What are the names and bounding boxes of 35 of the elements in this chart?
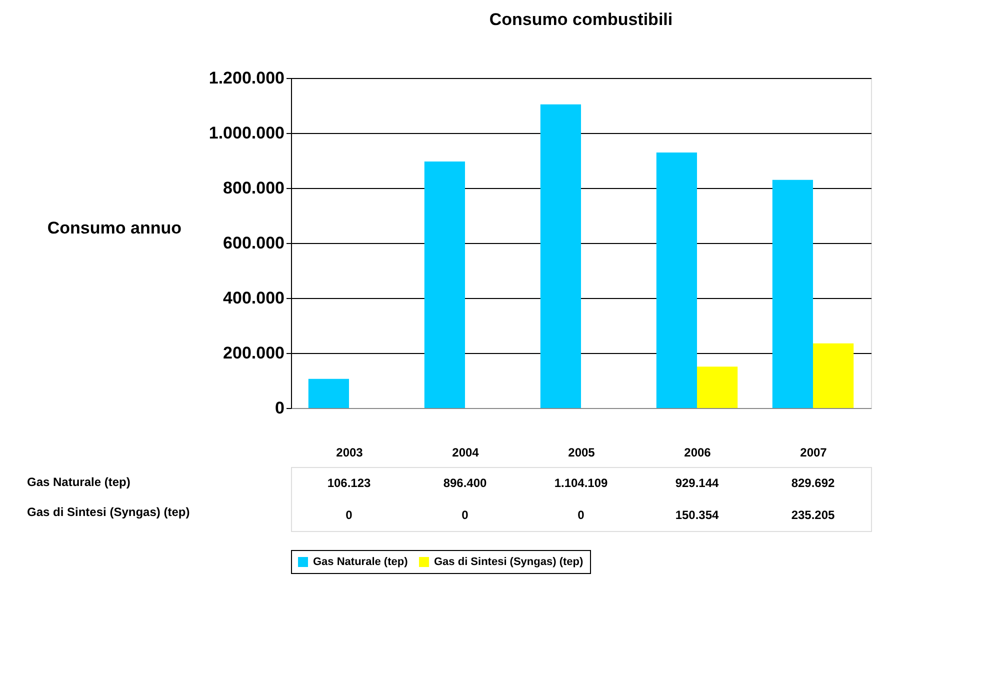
data-label: 0	[578, 508, 585, 522]
bar	[697, 366, 738, 408]
data-label: 1.104.109	[554, 476, 608, 490]
x-tick-label: 2004	[452, 446, 480, 460]
bar	[540, 104, 581, 408]
y-tick-label: 600.000	[223, 234, 284, 252]
data-label: 106.123	[327, 476, 372, 490]
bar	[308, 378, 349, 408]
y-tick-label: 1.000.000	[208, 124, 284, 142]
y-tick-label: 200.000	[223, 344, 284, 362]
y-tick-label: 800.000	[223, 178, 284, 198]
text: Gas di Sintesi (Syngas) (tep)	[27, 505, 190, 519]
bar	[424, 161, 465, 408]
data-label: 896.400	[443, 476, 488, 490]
data-label: 235.205	[791, 508, 836, 522]
x-tick-label: 2003	[336, 446, 364, 460]
y-tick-label: 400.000	[223, 288, 284, 308]
data-label: 929.144	[675, 476, 720, 490]
bar	[772, 180, 813, 408]
data-label: 150.354	[675, 508, 720, 522]
data-label: 0	[462, 508, 469, 522]
data-label: 0	[346, 508, 353, 522]
y-axis-title: Consumo annuo	[47, 218, 182, 238]
y-tick-label: 1.200.000	[208, 68, 284, 88]
x-tick-label: 2006	[684, 446, 712, 460]
bar	[813, 343, 854, 408]
x-tick-label: 2007	[800, 446, 828, 460]
x-tick-label: 2005	[568, 446, 596, 460]
bar	[656, 152, 697, 408]
y-tick-label: 0	[275, 398, 284, 418]
data-label: 829.692	[791, 476, 836, 490]
chart-title: Consumo combustibili	[489, 10, 673, 29]
text: Gas Naturale (tep)	[27, 475, 130, 489]
legend-label: Gas di Sintesi (Syngas) (tep)	[434, 556, 584, 568]
legend-label: Gas Naturale (tep)	[313, 556, 408, 568]
